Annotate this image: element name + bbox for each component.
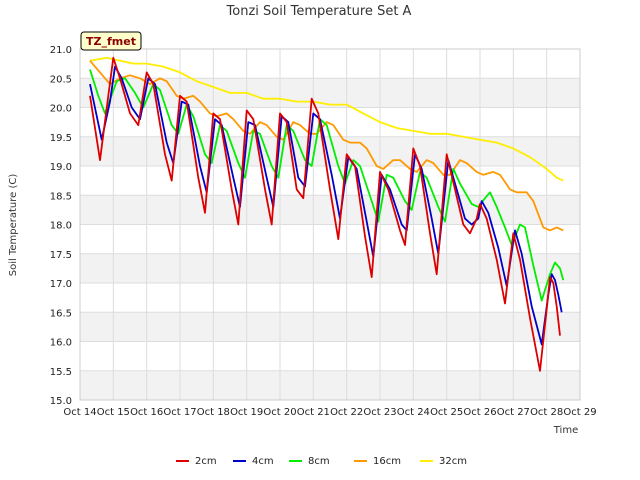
y-tick-label: 20.0 xyxy=(50,104,72,115)
plot-band xyxy=(80,370,580,400)
y-tick-label: 16.0 xyxy=(50,338,72,349)
legend-label-16cm: 16cm xyxy=(373,456,401,467)
chart-title: Tonzi Soil Temperature Set A xyxy=(226,4,412,19)
x-tick-label: Oct 20 xyxy=(263,407,296,418)
legend-label-4cm: 4cm xyxy=(252,456,274,467)
x-tick-label: Oct 24 xyxy=(397,407,430,418)
plot-frame xyxy=(79,48,581,401)
x-tick-label: Oct 14 xyxy=(63,407,96,418)
y-tick-label: 21.0 xyxy=(50,45,72,56)
y-tick-label: 15.0 xyxy=(50,396,72,407)
x-tick-label: Oct 21 xyxy=(297,407,330,418)
plot-band xyxy=(80,312,580,342)
y-tick-label: 16.5 xyxy=(50,308,72,319)
legend-label-2cm: 2cm xyxy=(195,456,217,467)
x-tick-label: Oct 15 xyxy=(97,407,130,418)
legend-label-8cm: 8cm xyxy=(308,456,330,467)
x-axis: Oct 14 Oct 15 Oct 16 Oct 17 Oct 18 Oct 19 Oct … xyxy=(63,48,597,418)
x-axis-label: Time xyxy=(553,425,578,436)
x-tick-label: Oct 19 xyxy=(230,407,263,418)
annotation-label: TZ_fmet xyxy=(86,35,136,48)
x-tick-label: Oct 28 xyxy=(530,407,563,418)
plot-band xyxy=(80,195,580,225)
plot-lines xyxy=(89,56,565,372)
x-tick-label: Oct 18 xyxy=(197,407,230,418)
x-tick-label: Oct 29 xyxy=(563,407,596,418)
annotation-tag: TZ_fmet xyxy=(80,31,142,51)
series-line-16cm xyxy=(89,60,564,232)
y-tick-label: 19.5 xyxy=(50,133,72,144)
y-axis-label: Soil Temperature (C) xyxy=(8,174,19,277)
y-tick-label: 18.5 xyxy=(50,191,72,202)
y-tick-label: 18.0 xyxy=(50,221,72,232)
y-tick-label: 17.0 xyxy=(50,279,72,290)
x-tick-label: Oct 22 xyxy=(330,407,363,418)
y-tick-label: 19.0 xyxy=(50,162,72,173)
annotation-box xyxy=(80,31,142,51)
legend-label-32cm: 32cm xyxy=(439,456,467,467)
series-line-2cm xyxy=(89,56,561,372)
plot-band xyxy=(80,136,580,166)
x-tick-label: Oct 27 xyxy=(497,407,530,418)
y-tick-label: 20.5 xyxy=(50,74,72,85)
y-tick-label: 17.5 xyxy=(50,250,72,261)
y-tick-label: 15.5 xyxy=(50,367,72,378)
x-tick-label: Oct 17 xyxy=(163,407,196,418)
x-tick-label: Oct 23 xyxy=(363,407,396,418)
series-line-32cm xyxy=(89,56,564,182)
x-tick-label: Oct 16 xyxy=(130,407,163,418)
x-tick-label: Oct 26 xyxy=(463,407,496,418)
x-tick-label: Oct 25 xyxy=(430,407,463,418)
legend: 2cm 4cm 8cm 16cm 32cm xyxy=(176,456,467,467)
